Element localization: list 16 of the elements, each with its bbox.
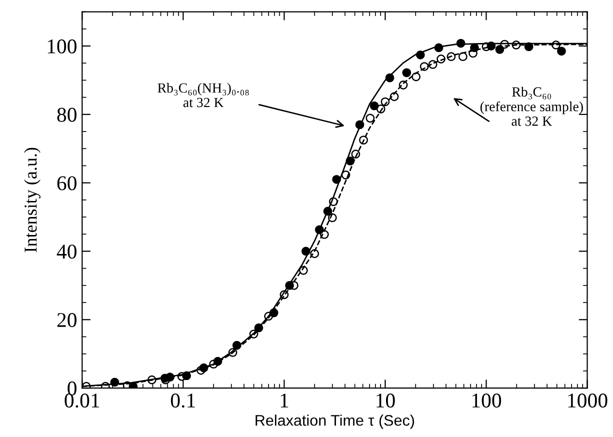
x-tick-label: 0.01: [64, 394, 100, 408]
annotation: Rb₃C₆₀(NH₃)₀.₀₈ at 32 K: [158, 82, 249, 108]
y-axis-title: Intensity (a.u.): [24, 148, 40, 252]
x-tick-label: 100: [472, 394, 502, 408]
x-axis-title: Relaxation Time τ (Sec): [256, 414, 414, 429]
y-tick-label: 100: [48, 39, 76, 54]
x-tick-label: 10: [376, 394, 395, 408]
y-tick-label: 60: [57, 176, 76, 190]
y-tick-label: 20: [57, 313, 76, 328]
annotation: Rb₃C₆₀ (reference sample) at 32 K: [480, 86, 583, 126]
y-tick-label: 40: [56, 244, 76, 259]
y-tick-label: 80: [57, 108, 76, 122]
y-tick-label: 0: [68, 381, 76, 396]
x-tick-label: 0.1: [170, 394, 195, 408]
x-tick-label: 1: [280, 394, 288, 408]
x-tick-label: 1000: [568, 394, 608, 408]
